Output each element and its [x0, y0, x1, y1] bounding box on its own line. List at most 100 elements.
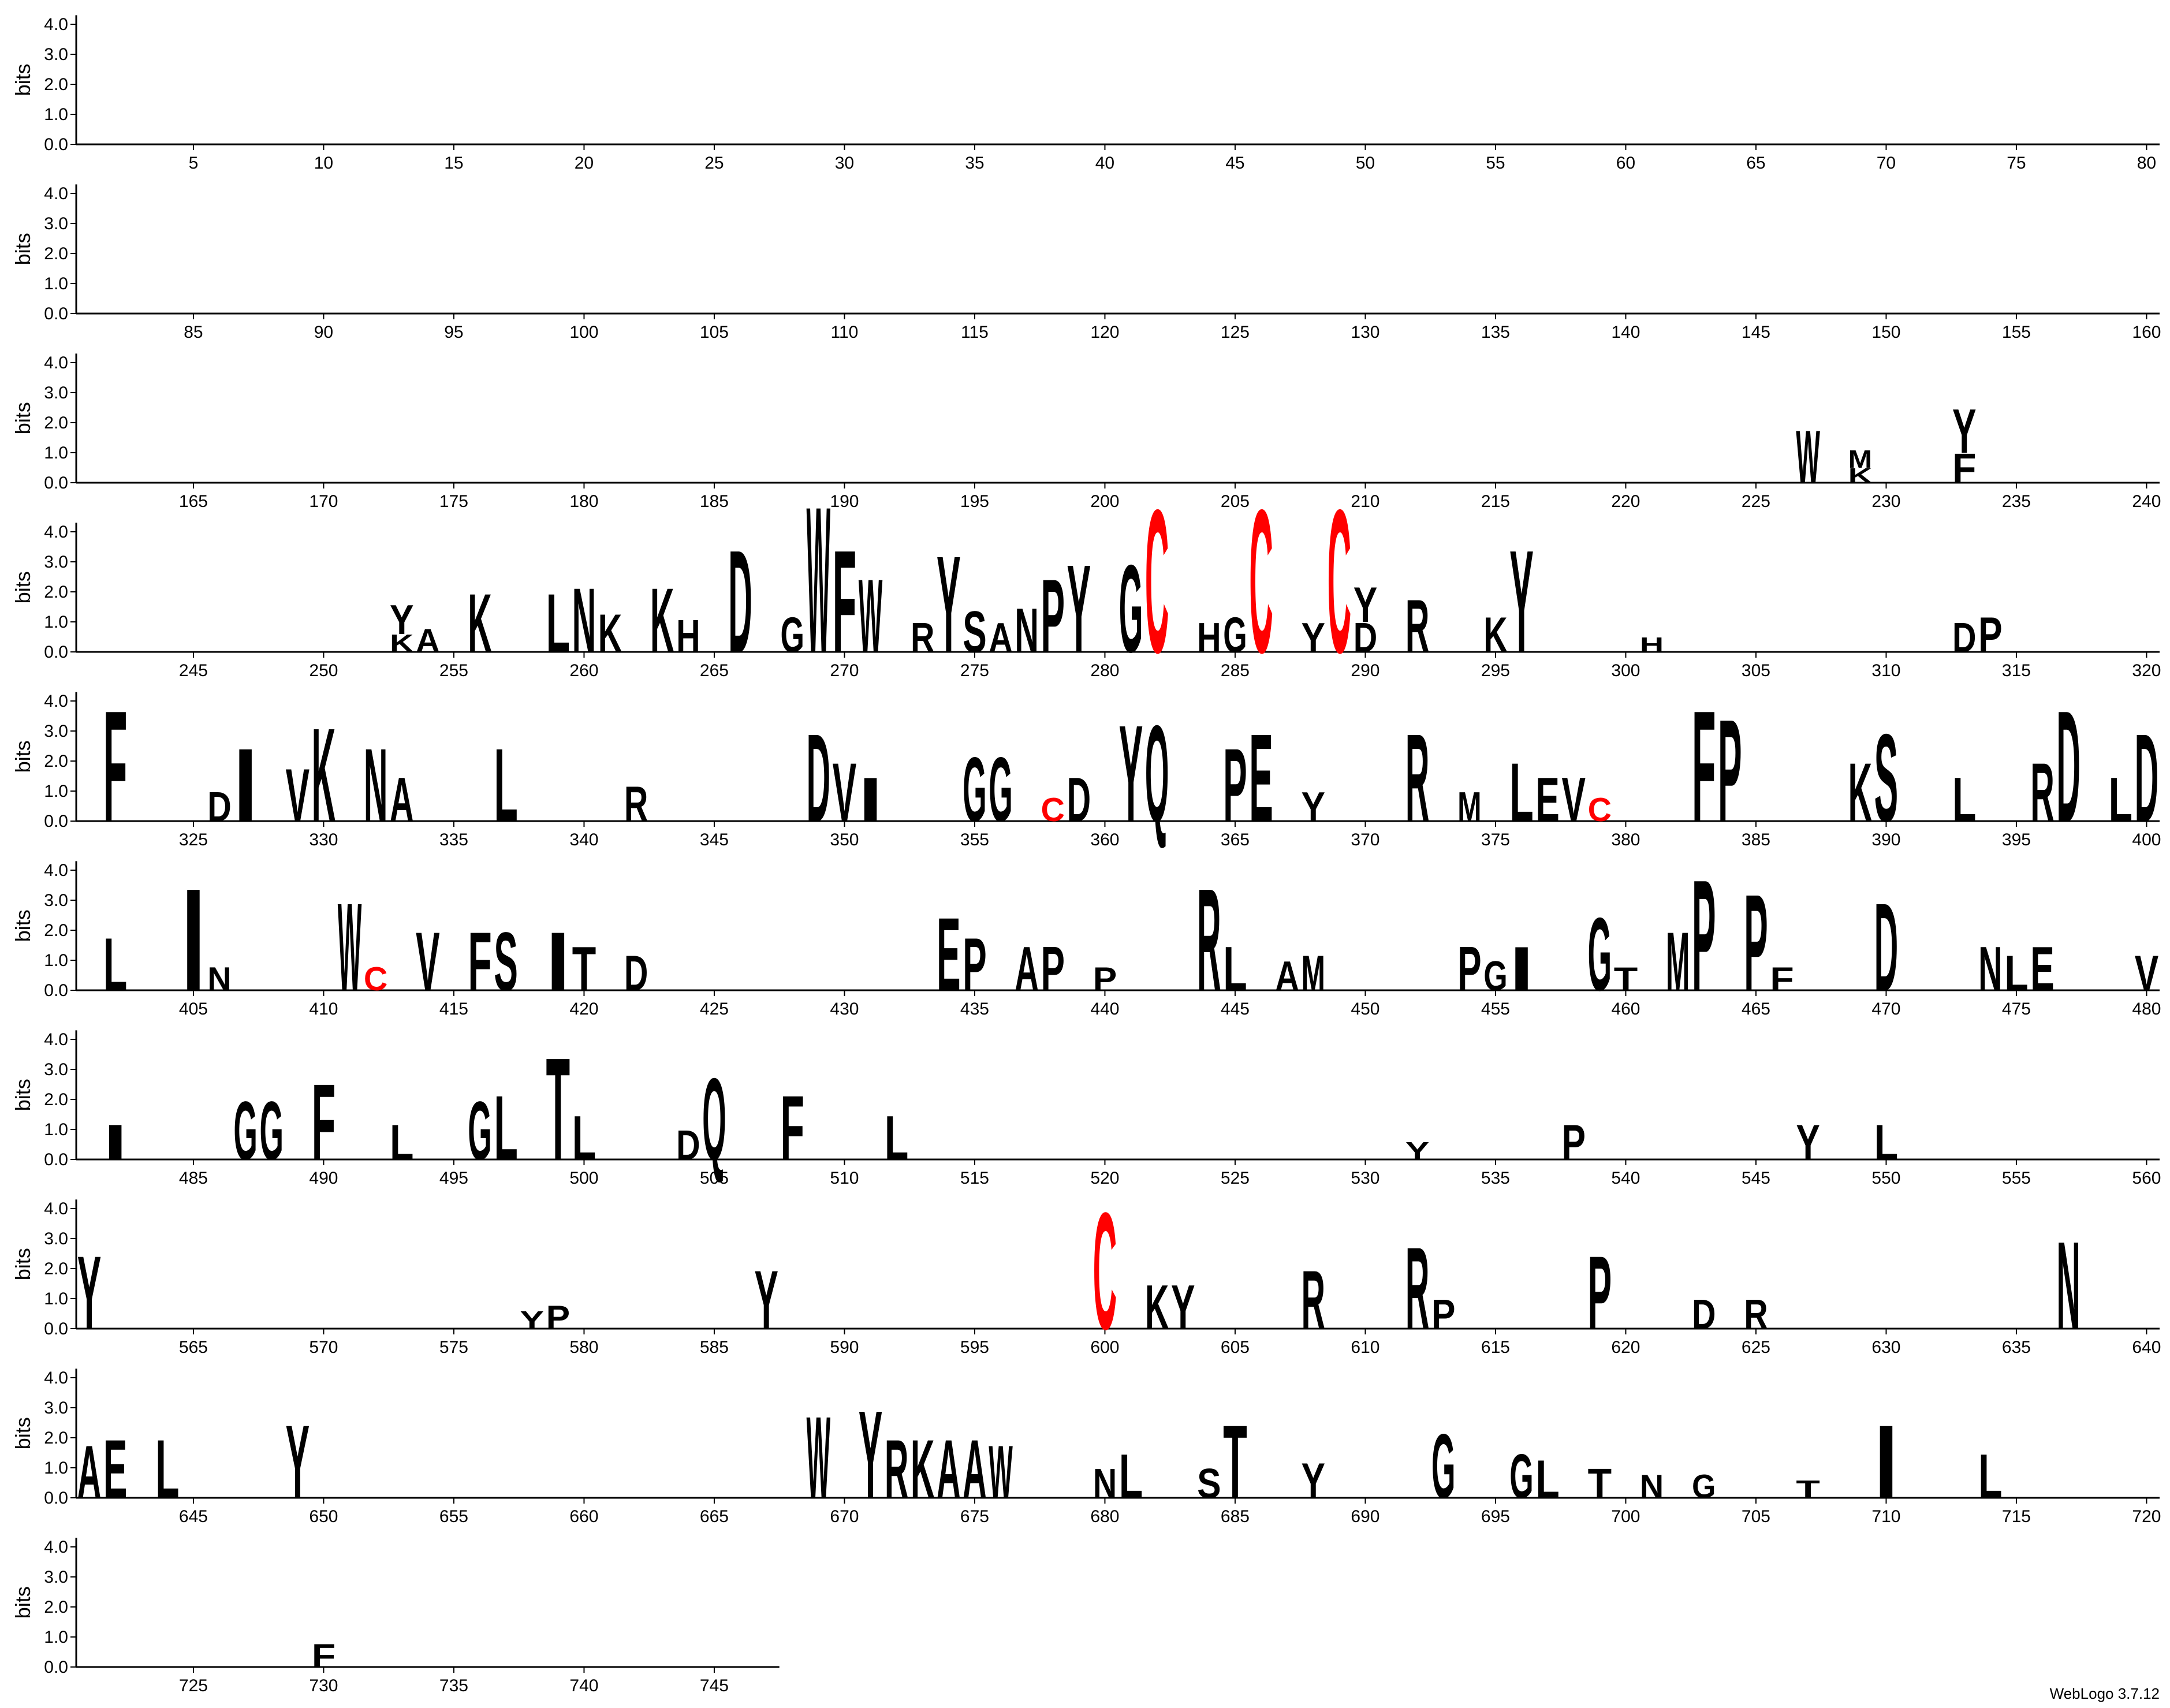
logo-letter: L — [546, 577, 570, 670]
letter-glyph: G — [260, 1084, 284, 1177]
logo-letter: F — [781, 1076, 804, 1179]
letter-glyph: I — [103, 1115, 127, 1170]
x-tick-label: 545 — [1742, 1169, 1770, 1188]
letter-glyph: Y — [859, 1385, 882, 1525]
logo-letter: C — [1041, 791, 1065, 829]
logo-letter: V — [2135, 946, 2158, 1001]
logo-letter: P — [1041, 557, 1065, 674]
x-tick-label: 740 — [569, 1676, 598, 1695]
letter-glyph: Y — [1952, 396, 1976, 466]
letter-glyph: P — [1978, 607, 2002, 663]
x-tick-label: 250 — [309, 661, 338, 680]
x-tick-label: 35 — [965, 154, 984, 173]
y-tick-label: 0.0 — [44, 812, 68, 831]
logo-letter: K — [650, 569, 674, 672]
letter-glyph: N — [207, 960, 231, 998]
logo-letter: L — [494, 726, 517, 843]
x-tick-label: 410 — [309, 1000, 338, 1019]
logo-letter: L — [2109, 765, 2132, 834]
y-tick-label: 0.0 — [44, 1319, 68, 1338]
x-tick-label: 665 — [700, 1507, 729, 1526]
logo-letter: S — [1874, 708, 1898, 848]
logo-letter: D — [207, 784, 231, 830]
letter-glyph: C — [1328, 467, 1351, 695]
logo-letter: C — [1328, 467, 1351, 695]
letter-glyph: H — [676, 611, 700, 662]
y-tick-label: 2.0 — [44, 583, 68, 602]
logo-letter: L — [1978, 1441, 2002, 1511]
letter-glyph: K — [1145, 1272, 1169, 1342]
letter-glyph: S — [494, 915, 517, 1008]
x-tick-label: 285 — [1221, 661, 1250, 680]
x-tick-label: 380 — [1611, 830, 1640, 849]
y-tick-label: 1.0 — [44, 951, 68, 970]
x-tick-label: 400 — [2132, 830, 2161, 849]
letter-glyph: Y — [390, 596, 413, 643]
y-tick-label: 3.0 — [44, 45, 68, 64]
logo-letter: F — [1770, 960, 1794, 998]
logo-letter: V — [286, 753, 310, 837]
letter-glyph: Y — [1302, 784, 1325, 830]
letter-glyph: L — [1978, 1441, 2002, 1511]
x-tick-label: 470 — [1871, 1000, 1900, 1019]
letter-glyph: L — [1952, 765, 1976, 834]
x-tick-label: 275 — [960, 661, 989, 680]
x-tick-label: 80 — [2137, 154, 2156, 173]
letter-glyph: A — [937, 1423, 960, 1516]
letter-glyph: K — [650, 569, 674, 672]
logo-letter: K — [1848, 464, 1873, 487]
letter-glyph: A — [989, 614, 1012, 661]
x-tick-label: 485 — [179, 1169, 208, 1188]
x-tick-label: 605 — [1221, 1338, 1250, 1357]
x-tick-label: 385 — [1742, 830, 1770, 849]
logo-letter: R — [1302, 1254, 1325, 1347]
logo-letter: M — [1848, 445, 1872, 473]
x-tick-label: 270 — [830, 661, 859, 680]
logo-letter: G — [1223, 607, 1247, 663]
letter-glyph: G — [1483, 953, 1507, 1000]
letter-glyph: V — [286, 753, 310, 837]
x-tick-label: 540 — [1611, 1169, 1640, 1188]
letter-glyph: L — [546, 577, 570, 670]
y-tick-label: 3.0 — [44, 1568, 68, 1587]
logo-letter: K — [1483, 607, 1507, 663]
letter-glyph: L — [494, 1076, 517, 1179]
y-tick-label: 1.0 — [44, 1120, 68, 1139]
letter-glyph: P — [1562, 1115, 1586, 1170]
letter-glyph: R — [1405, 708, 1429, 848]
y-axis-label: bits — [11, 233, 35, 265]
logo-letter: F — [1952, 445, 1976, 492]
letter-glyph: V — [416, 915, 439, 1008]
logo-letter: Y — [1119, 698, 1143, 851]
x-tick-label: 420 — [569, 1000, 598, 1019]
logo-letter: P — [1562, 1115, 1586, 1170]
letter-glyph: D — [1952, 614, 1976, 661]
logo-letter: L — [1952, 765, 1976, 834]
logo-letter: K — [1848, 746, 1872, 839]
logo-letter: G — [1431, 1415, 1455, 1517]
logo-letter: L — [1874, 1115, 1898, 1170]
x-tick-label: 300 — [1611, 661, 1640, 680]
x-tick-label: 340 — [569, 830, 598, 849]
letter-glyph: W — [859, 557, 882, 674]
logo-letter: F — [833, 521, 856, 684]
letter-glyph: F — [1952, 445, 1976, 492]
x-tick-label: 570 — [309, 1338, 338, 1357]
x-tick-label: 25 — [704, 154, 724, 173]
letter-glyph: A — [1275, 953, 1299, 1000]
letter-glyph: Y — [1302, 614, 1325, 661]
x-tick-label: 455 — [1481, 1000, 1510, 1019]
letter-glyph: V — [2135, 946, 2158, 1001]
letter-glyph: W — [807, 1392, 831, 1523]
logo-letter: N — [572, 569, 596, 672]
y-axis-label: bits — [11, 1248, 35, 1280]
y-tick-label: 1.0 — [44, 782, 68, 801]
letter-glyph: P — [1692, 847, 1716, 1024]
x-tick-label: 220 — [1611, 492, 1640, 511]
logo-letter: D — [1692, 1291, 1716, 1338]
logo-letter: Y — [1302, 784, 1325, 830]
logo-letter: G — [1509, 1441, 1533, 1511]
x-tick-label: 110 — [831, 323, 859, 342]
x-tick-label: 115 — [961, 323, 989, 342]
x-tick-label: 615 — [1481, 1338, 1510, 1357]
